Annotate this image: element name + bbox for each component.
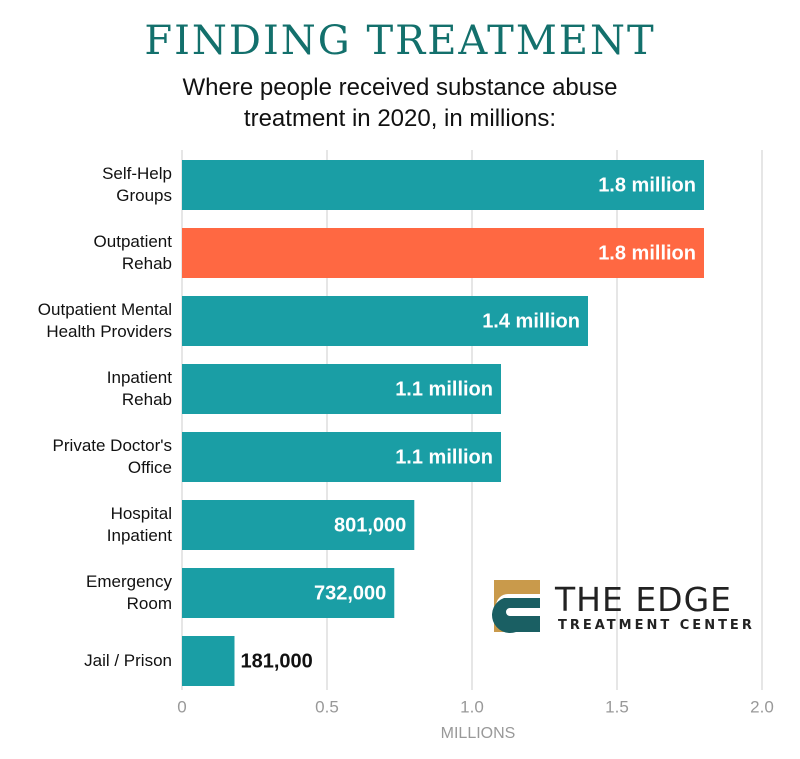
y-tick-label: Outpatient Rehab: [93, 232, 172, 273]
bar: [182, 160, 704, 210]
bar: [182, 568, 395, 618]
logo-icon: [491, 580, 540, 634]
x-tick-label: 1.5: [605, 697, 629, 716]
bar: [182, 636, 235, 686]
logo-name: THE EDGE: [555, 580, 732, 619]
x-tick-label: 1.0: [460, 697, 484, 716]
x-tick-label: 0.5: [315, 697, 339, 716]
y-tick-label: Self-Help Groups: [102, 164, 172, 205]
y-tick-label: Private Doctor's Office: [52, 436, 172, 477]
value-label: 1.1 million: [395, 378, 493, 400]
chart-subtitle: Where people received substance abuse tr…: [182, 74, 618, 132]
value-label: 1.4 million: [482, 310, 580, 332]
x-axis-label: MILLIONS: [440, 725, 516, 742]
logo-tagline: TREATMENT CENTER: [558, 618, 755, 633]
y-tick-label: Emergency Room: [86, 572, 172, 613]
y-tick-label: Outpatient Mental Health Providers: [37, 300, 172, 341]
y-tick-label: Hospital Inpatient: [106, 504, 172, 545]
value-label: 1.8 million: [598, 242, 696, 264]
bar: [182, 364, 501, 414]
value-label: 181,000: [240, 650, 312, 672]
value-label: 1.1 million: [395, 446, 493, 468]
chart-title: FINDING TREATMENT: [144, 18, 656, 64]
value-label: 1.8 million: [598, 174, 696, 196]
x-tick-label: 2.0: [750, 697, 774, 716]
value-label: 801,000: [334, 514, 406, 536]
y-tick-label: Inpatient Rehab: [106, 368, 172, 409]
value-label: 732,000: [314, 582, 386, 604]
bar: [182, 500, 415, 550]
y-tick-label: Jail / Prison: [84, 651, 172, 670]
bar: [182, 432, 501, 482]
bar: [182, 296, 588, 346]
bar: [182, 228, 704, 278]
x-tick-label: 0: [177, 697, 186, 716]
